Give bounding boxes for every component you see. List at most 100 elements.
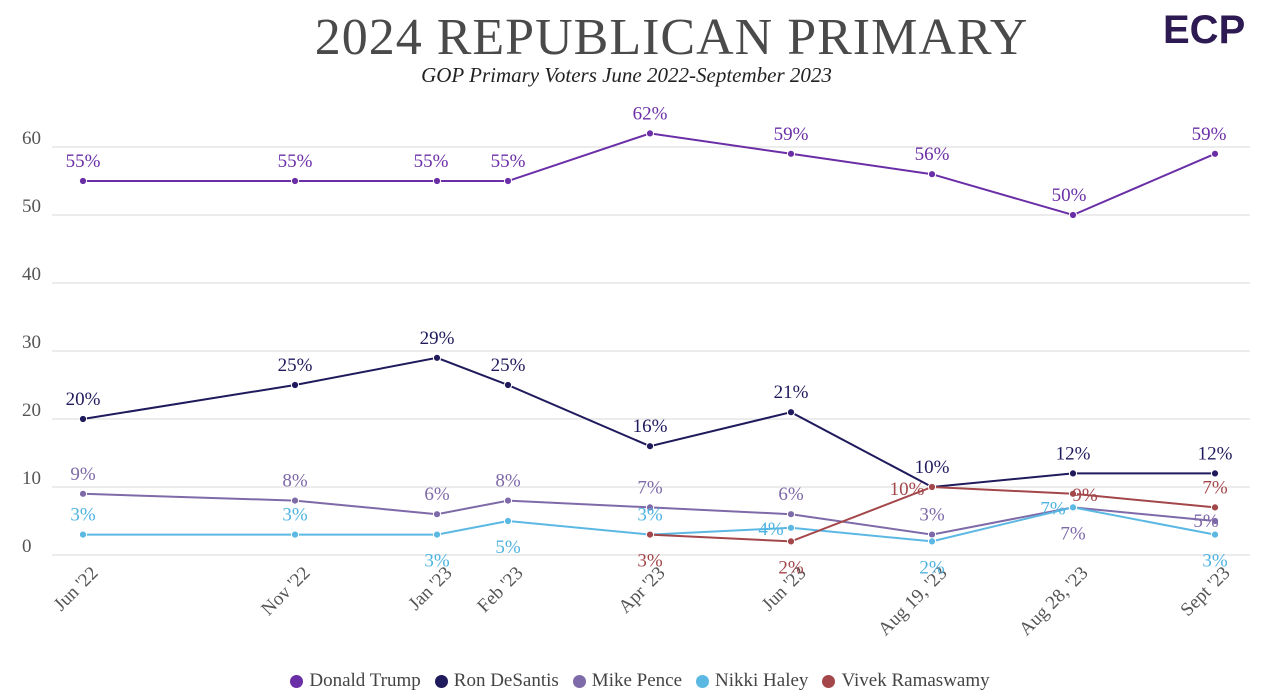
- vivek-ramaswamy-data-label: 2%: [778, 557, 804, 578]
- donald-trump-point: [503, 176, 513, 186]
- legend-label: Donald Trump: [309, 670, 421, 691]
- vivek-ramaswamy-data-label: 3%: [637, 551, 663, 572]
- donald-trump-data-label: 62%: [633, 103, 668, 124]
- legend-item-donald-trump: Donald Trump: [290, 670, 421, 692]
- donald-trump-data-label: 56%: [915, 144, 950, 165]
- ron-desantis-data-label: 25%: [278, 355, 313, 376]
- legend-swatch: [434, 674, 448, 688]
- legend-label: Nikki Haley: [715, 670, 809, 691]
- donald-trump-data-label: 59%: [1192, 124, 1227, 145]
- x-tick-label: Aug 28, '23: [1015, 563, 1092, 640]
- nikki-haley-point: [1210, 530, 1220, 539]
- vivek-ramaswamy-data-label: 9%: [1072, 485, 1098, 506]
- nikki-haley-point: [927, 537, 937, 546]
- donald-trump-line: [83, 132, 1216, 217]
- nikki-haley-point: [1068, 503, 1078, 512]
- nikki-haley-data-label: 7%: [1040, 498, 1066, 519]
- mike-pence-data-label: 9%: [70, 464, 96, 485]
- mike-pence-data-label: 8%: [282, 471, 308, 492]
- ron-desantis-data-label: 12%: [1056, 443, 1091, 464]
- vivek-ramaswamy-data-label: 7%: [1202, 477, 1228, 498]
- vivek-ramaswamy-data-label: 10%: [890, 479, 925, 500]
- y-tick-label: 50: [22, 196, 41, 217]
- ron-desantis-point: [1068, 469, 1078, 478]
- nikki-haley-data-label: 2%: [919, 557, 945, 578]
- ron-desantis-data-label: 29%: [420, 328, 455, 349]
- nikki-haley-data-label: 4%: [758, 519, 784, 540]
- ron-desantis-data-label: 21%: [774, 382, 809, 403]
- ron-desantis-point: [432, 353, 442, 362]
- vivek-ramaswamy-point: [786, 537, 796, 546]
- ron-desantis-data-label: 16%: [633, 416, 668, 437]
- donald-trump-data-label: 55%: [491, 151, 526, 172]
- legend-label: Ron DeSantis: [453, 670, 559, 691]
- mike-pence-point: [786, 510, 796, 519]
- legend-item-nikki-haley: Nikki Haley: [696, 670, 808, 692]
- chart-title: 2024 REPUBLICAN PRIMARY: [314, 9, 1029, 66]
- legend-item-mike-pence: Mike Pence: [572, 670, 683, 692]
- legend-swatch: [696, 674, 710, 688]
- ron-desantis-point: [290, 380, 300, 390]
- donald-trump-point: [290, 176, 300, 186]
- mike-pence-data-label: 6%: [778, 484, 804, 505]
- y-tick-label: 40: [22, 264, 41, 285]
- y-tick-label: 30: [22, 332, 41, 353]
- ron-desantis-data-label: 25%: [491, 355, 526, 376]
- nikki-haley-data-label: 3%: [282, 505, 308, 526]
- mike-pence-data-label: 7%: [1060, 523, 1086, 544]
- ron-desantis-data-label: 20%: [66, 389, 101, 410]
- donald-trump-point: [1210, 149, 1220, 158]
- y-tick-label: 20: [22, 400, 41, 421]
- nikki-haley-data-label: 3%: [424, 551, 450, 572]
- donald-trump-point: [78, 176, 88, 186]
- y-tick-label: 60: [22, 128, 41, 149]
- legend-swatch: [290, 674, 304, 688]
- legend-label: Mike Pence: [591, 670, 683, 691]
- legend-swatch: [822, 674, 836, 688]
- mike-pence-data-label: 8%: [495, 471, 521, 492]
- donald-trump-point: [432, 176, 442, 186]
- vivek-ramaswamy-point: [645, 530, 655, 539]
- ron-desantis-point: [1210, 469, 1220, 478]
- ron-desantis-point: [645, 442, 655, 451]
- nikki-haley-point: [432, 530, 442, 539]
- y-tick-label: 0: [22, 536, 32, 557]
- donald-trump-data-label: 55%: [66, 151, 101, 172]
- nikki-haley-data-label: 3%: [70, 505, 96, 526]
- nikki-haley-data-label: 3%: [1202, 551, 1228, 572]
- donald-trump-data-label: 55%: [278, 151, 313, 172]
- nikki-haley-point: [78, 530, 88, 539]
- donald-trump-data-label: 50%: [1052, 185, 1087, 206]
- nikki-haley-point: [290, 530, 300, 539]
- nikki-haley-data-label: 5%: [495, 537, 521, 558]
- vivek-ramaswamy-point: [1068, 489, 1078, 498]
- mike-pence-data-label: 6%: [424, 484, 450, 505]
- donald-trump-data-label: 55%: [414, 151, 449, 172]
- mike-pence-point: [927, 530, 937, 539]
- nikki-haley-point: [503, 516, 513, 526]
- legend-swatch: [572, 674, 586, 688]
- logo-text: ECP: [1163, 8, 1245, 50]
- ron-desantis-data-label: 10%: [915, 457, 950, 478]
- chart-legend: Donald Trump Ron DeSantis Mike Pence Nikki …: [0, 670, 1280, 692]
- donald-trump-point: [645, 129, 655, 138]
- donald-trump-point: [786, 149, 796, 158]
- vivek-ramaswamy-point: [1210, 503, 1220, 512]
- mike-pence-point: [645, 503, 655, 512]
- legend-item-vivek-ramaswamy: Vivek Ramaswamy: [822, 670, 990, 692]
- x-tick-label: Nov '22: [257, 563, 314, 620]
- nikki-haley-data-label: 3%: [637, 505, 663, 526]
- legend-item-ron-desantis: Ron DeSantis: [434, 670, 559, 692]
- nikki-haley-point: [786, 523, 796, 532]
- donald-trump-data-label: 59%: [774, 124, 809, 145]
- x-tick-label: Feb '23: [473, 563, 527, 617]
- legend-label: Vivek Ramaswamy: [841, 670, 990, 691]
- chart-subtitle: GOP Primary Voters June 2022-September 2…: [421, 63, 832, 87]
- mike-pence-data-label: 5%: [1193, 511, 1219, 532]
- donald-trump-point: [1068, 210, 1078, 220]
- x-tick-label: Jun '22: [50, 563, 103, 616]
- mike-pence-point: [78, 489, 88, 498]
- mike-pence-point: [503, 496, 513, 505]
- ron-desantis-point: [786, 408, 796, 417]
